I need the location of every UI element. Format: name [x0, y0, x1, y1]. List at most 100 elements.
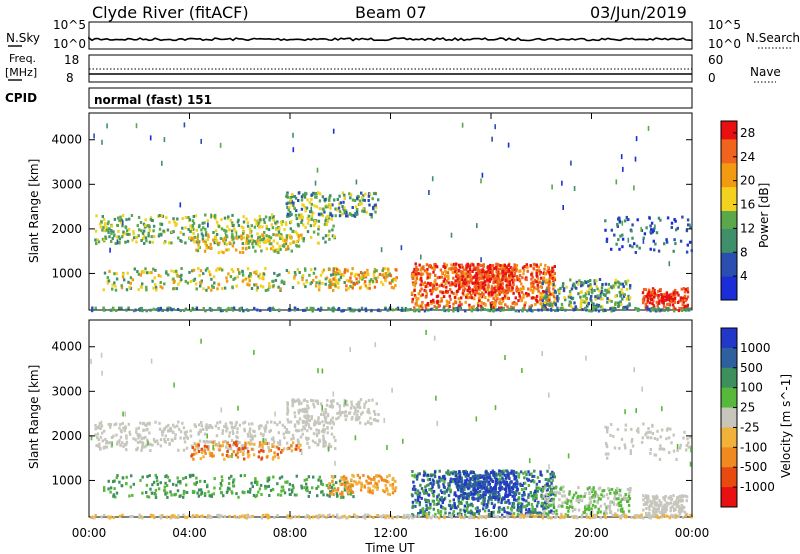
- echo-cell: [349, 193, 353, 197]
- echo-cell: [132, 232, 135, 236]
- echo-cell: [503, 296, 507, 300]
- echo-cell: [491, 136, 493, 142]
- echo-cell: [533, 469, 536, 473]
- echo-cell: [312, 224, 316, 227]
- echo-cell: [416, 494, 420, 498]
- echo-cell: [197, 225, 201, 229]
- echo-cell: [236, 275, 239, 279]
- echo-cell: [547, 266, 550, 269]
- echo-cell: [492, 473, 495, 477]
- echo-cell: [129, 276, 133, 280]
- echo-cell: [132, 482, 135, 486]
- echo-cell: [218, 241, 221, 245]
- echo-cell: [650, 228, 653, 232]
- echo-cell: [143, 229, 146, 233]
- echo-cell: [510, 271, 513, 275]
- echo-cell: [130, 474, 133, 478]
- echo-cell: [150, 491, 154, 495]
- echo-cell: [332, 273, 335, 276]
- echo-cell: [552, 283, 555, 287]
- echo-cell: [292, 132, 294, 138]
- echo-cell: [305, 306, 309, 310]
- echo-cell: [504, 484, 508, 488]
- echo-cell: [268, 476, 271, 480]
- echo-cell: [246, 446, 249, 450]
- echo-cell: [548, 282, 551, 286]
- echo-cell: [556, 299, 559, 303]
- echo-cell: [162, 429, 165, 433]
- echo-cell: [443, 480, 446, 484]
- echo-cell: [482, 293, 485, 297]
- echo-cell: [310, 202, 313, 206]
- echo-cell: [232, 241, 236, 245]
- echo-cell: [172, 423, 175, 427]
- colorbar-segment: [721, 198, 737, 206]
- echo-cell: [420, 287, 423, 291]
- echo-cell: [343, 488, 347, 492]
- echo-cell: [549, 273, 552, 277]
- echo-cell: [483, 496, 487, 500]
- echo-cell: [120, 221, 123, 225]
- echo-cell: [339, 276, 343, 279]
- echo-cell: [551, 472, 554, 476]
- echo-cell: [279, 248, 282, 251]
- echo-cell: [631, 236, 634, 240]
- echo-cell: [349, 276, 352, 280]
- echo-cell: [519, 504, 523, 508]
- echo-cell: [106, 123, 108, 129]
- echo-cell: [354, 205, 358, 209]
- echo-cell: [160, 223, 164, 226]
- echo-cell: [476, 308, 479, 312]
- echo-cell: [499, 309, 502, 313]
- echo-cell: [290, 200, 294, 204]
- echo-cell: [250, 442, 253, 446]
- echo-cell: [318, 207, 321, 211]
- colorbar-segment: [721, 234, 737, 241]
- echo-cell: [343, 410, 346, 414]
- echo-cell: [101, 139, 103, 145]
- echo-cell: [660, 308, 664, 312]
- echo-cell: [225, 242, 228, 246]
- echo-cell: [525, 508, 528, 512]
- echo-cell: [614, 301, 617, 305]
- echo-cell: [301, 409, 305, 413]
- echo-cell: [299, 435, 303, 439]
- colorbar-tick-label: 20: [740, 174, 755, 188]
- echo-cell: [317, 478, 320, 482]
- echo-cell: [676, 301, 680, 304]
- echo-cell: [251, 242, 254, 246]
- echo-cell: [467, 495, 470, 499]
- echo-cell: [600, 286, 604, 290]
- echo-cell: [489, 294, 492, 298]
- echo-cell: [304, 285, 307, 289]
- echo-cell: [236, 455, 240, 459]
- echo-cell: [543, 506, 547, 510]
- echo-cell: [433, 475, 437, 479]
- echo-cell: [529, 288, 533, 292]
- echo-cell: [458, 480, 461, 484]
- echo-cell: [261, 285, 265, 289]
- echo-cell: [300, 484, 303, 488]
- echo-cell: [199, 488, 203, 492]
- echo-cell: [277, 493, 280, 497]
- echo-cell: [649, 290, 652, 294]
- echo-cell: [265, 455, 269, 459]
- echo-cell: [652, 308, 655, 312]
- echo-cell: [549, 472, 552, 476]
- echo-cell: [344, 209, 348, 213]
- echo-cell: [122, 445, 125, 449]
- echo-cell: [501, 296, 504, 300]
- echo-cell: [689, 226, 693, 229]
- echo-cell: [265, 224, 268, 228]
- echo-cell: [437, 485, 441, 489]
- echo-cell: [273, 249, 276, 253]
- echo-cell: [332, 128, 335, 134]
- echo-cell: [428, 488, 431, 491]
- echo-cell: [450, 290, 453, 294]
- echo-cell: [97, 240, 101, 244]
- echo-cell: [316, 402, 320, 406]
- echo-cell: [208, 424, 211, 427]
- echo-cell: [129, 281, 132, 285]
- echo-cell: [613, 233, 616, 237]
- echo-cell: [594, 297, 597, 301]
